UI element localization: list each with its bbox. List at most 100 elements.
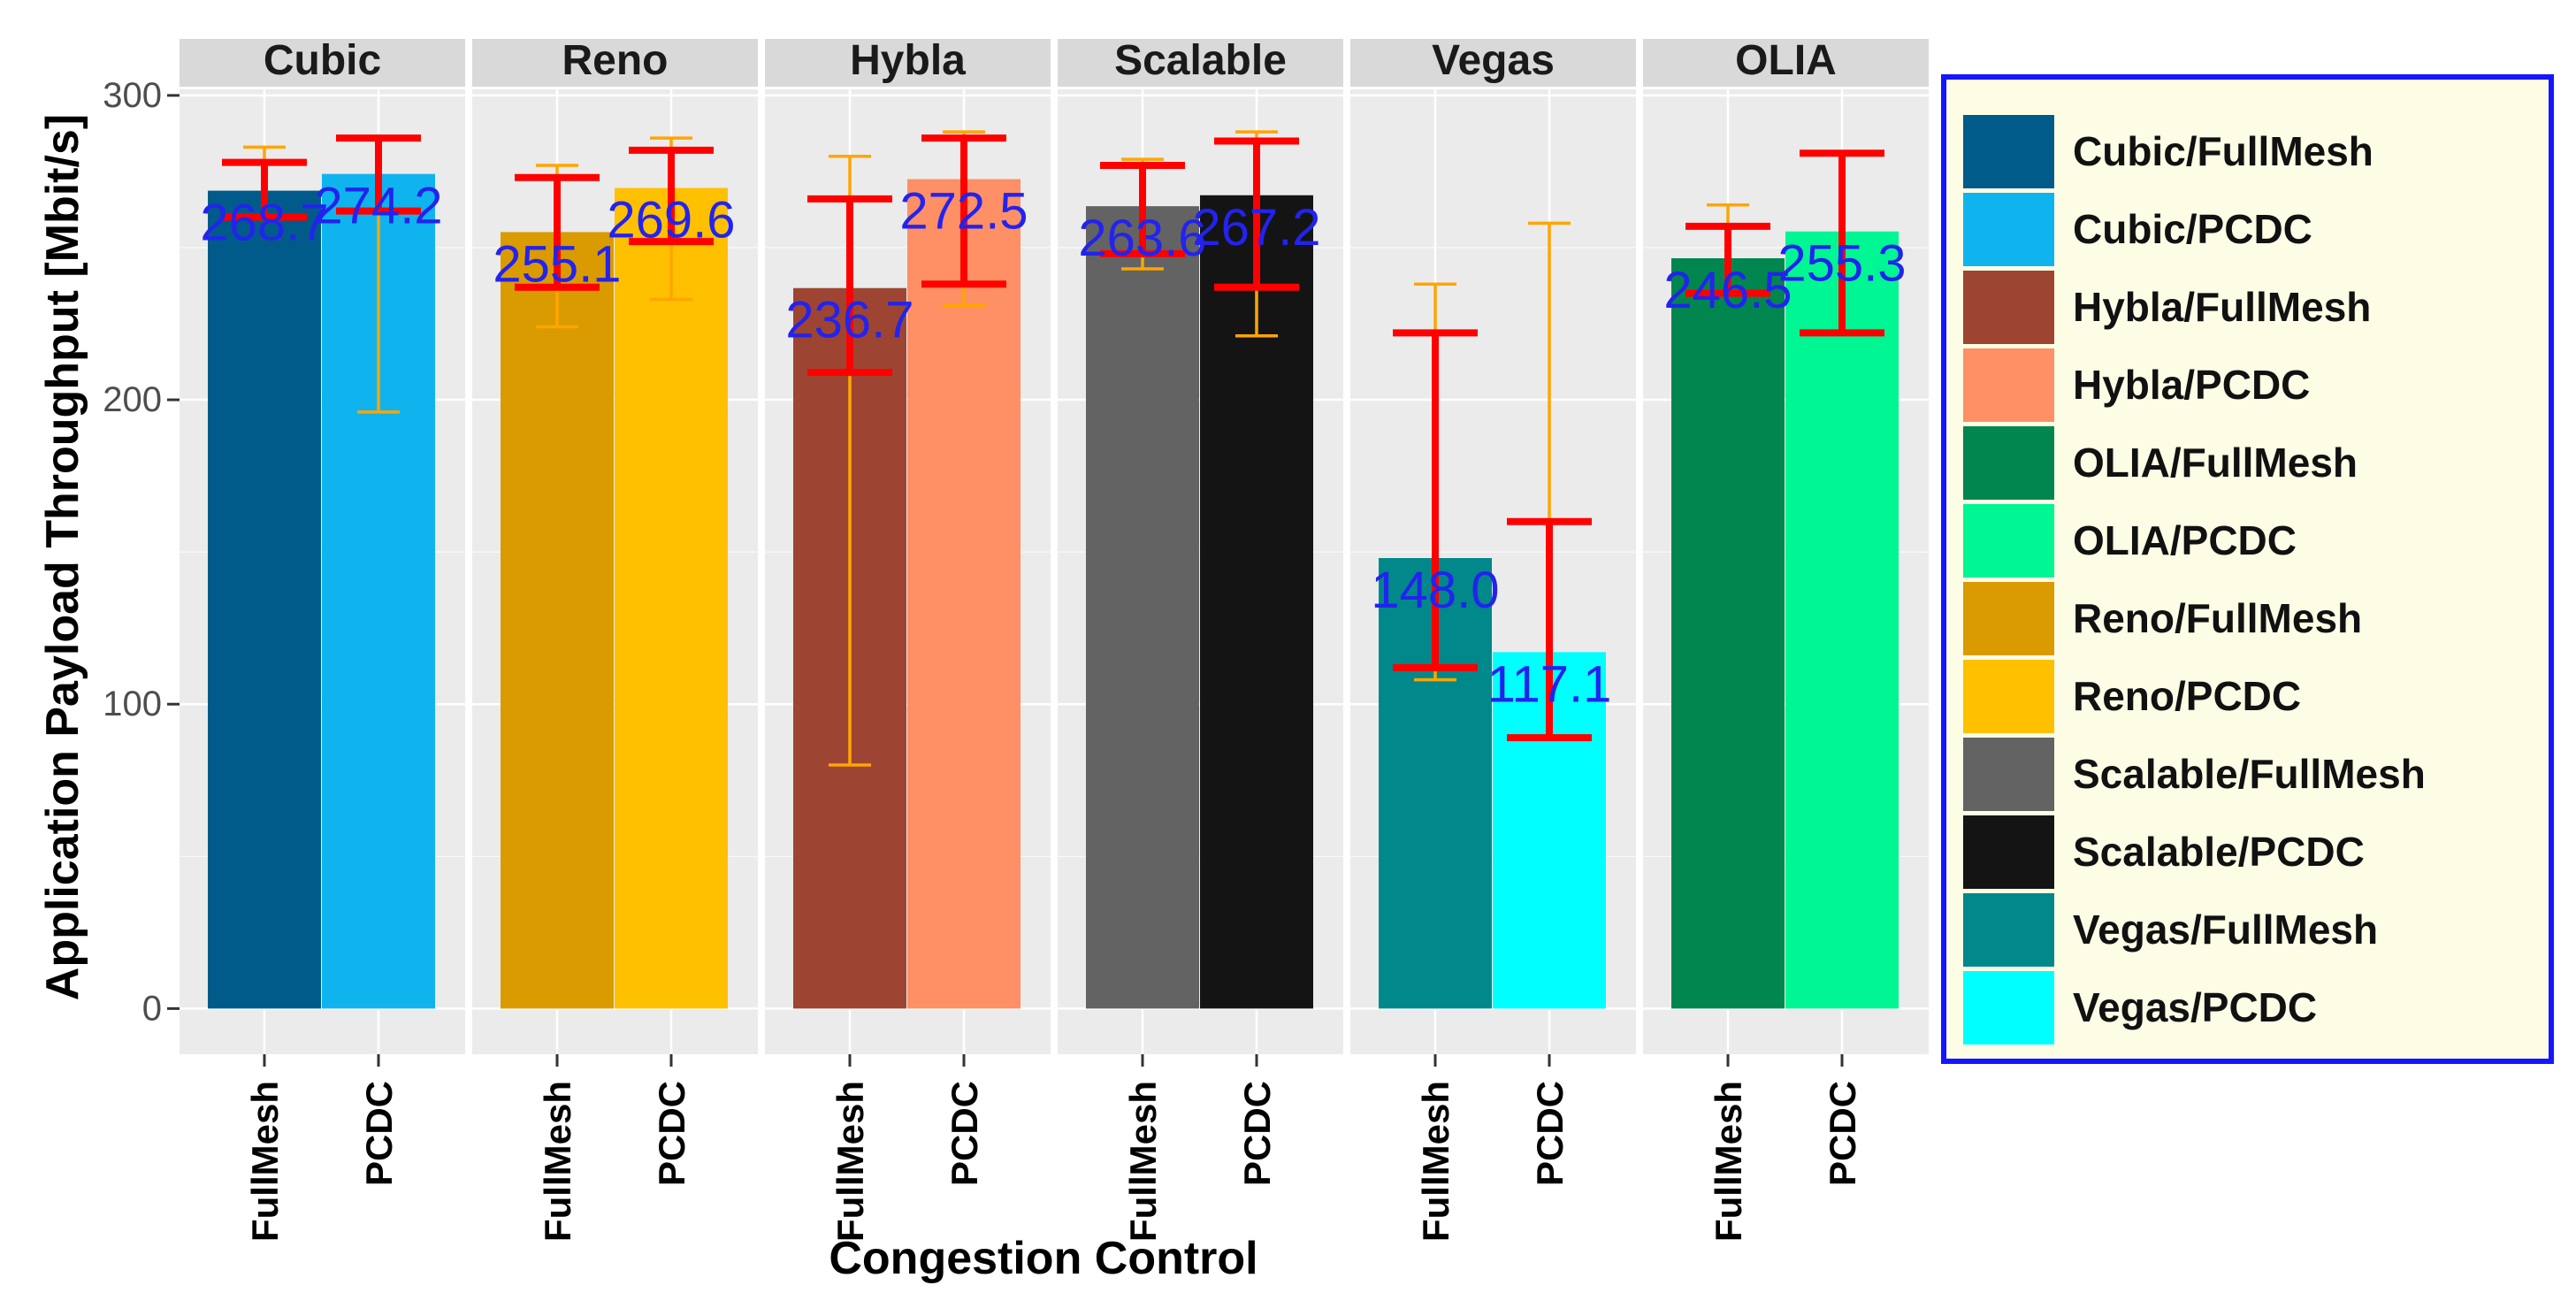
bar-value-label: 263.6 bbox=[1078, 210, 1206, 267]
x-tick-label: PCDC bbox=[358, 1081, 400, 1186]
error-bar-inner bbox=[336, 134, 421, 215]
bar-value-label: 274.2 bbox=[314, 178, 442, 235]
error-bar-inner bbox=[515, 173, 600, 291]
facet-strip-label: Hybla bbox=[850, 37, 966, 84]
legend-key bbox=[1963, 348, 2054, 422]
error-bar-inner bbox=[629, 146, 714, 246]
error-bar-inner bbox=[921, 134, 1006, 288]
legend-item: Reno/FullMesh bbox=[1963, 582, 2362, 655]
y-axis-title: Application Payload Throughput [Mbit/s] bbox=[37, 114, 88, 1000]
x-tick-label: FullMesh bbox=[1122, 1081, 1164, 1242]
legend-item: Cubic/FullMesh bbox=[1963, 115, 2373, 188]
x-tick-label: PCDC bbox=[651, 1081, 692, 1186]
legend-key bbox=[1963, 971, 2054, 1044]
x-tick-label: FullMesh bbox=[829, 1081, 871, 1242]
facet-strip bbox=[765, 39, 1051, 87]
legend-key bbox=[1963, 582, 2054, 655]
legend-key bbox=[1963, 893, 2054, 967]
error-bar-inner bbox=[1393, 329, 1478, 671]
x-tick-label: PCDC bbox=[1822, 1081, 1863, 1186]
legend-item: OLIA/FullMesh bbox=[1963, 426, 2358, 500]
facet-vegas: Vegas FullMesh PCDC bbox=[1350, 37, 1636, 1242]
facet-reno: Reno FullMesh PCDC bbox=[472, 37, 758, 1242]
legend-label: Cubic/PCDC bbox=[2073, 206, 2312, 252]
bar-reno-fullmesh bbox=[501, 232, 614, 1009]
legend-item: Reno/PCDC bbox=[1963, 660, 2301, 733]
bar-cubic-fullmesh bbox=[208, 190, 321, 1009]
bar-value-label: 268.7 bbox=[200, 195, 328, 252]
y-tick-label: 300 bbox=[103, 76, 162, 115]
error-bar-inner bbox=[1800, 149, 1884, 337]
legend: Cubic/FullMesh Cubic/PCDC Hybla/FullMesh Hy… bbox=[1941, 74, 2554, 1064]
error-bar-inner bbox=[807, 195, 892, 377]
legend-label: Reno/PCDC bbox=[2073, 673, 2301, 719]
x-axis-title: Congestion Control bbox=[829, 1233, 1257, 1284]
legend-label: Reno/FullMesh bbox=[2073, 595, 2362, 641]
legend-label: Vegas/FullMesh bbox=[2073, 907, 2378, 953]
y-tick-label: 100 bbox=[103, 685, 162, 723]
error-bar-inner bbox=[1507, 517, 1592, 742]
legend-key bbox=[1963, 193, 2054, 266]
bar-scalable-fullmesh bbox=[1086, 206, 1199, 1009]
legend-label: Cubic/FullMesh bbox=[2073, 128, 2373, 174]
legend-label: Vegas/PCDC bbox=[2073, 984, 2317, 1030]
legend-item: Vegas/PCDC bbox=[1963, 971, 2317, 1044]
bar-value-label: 272.5 bbox=[899, 183, 1028, 241]
x-tick-label: FullMesh bbox=[244, 1081, 286, 1242]
x-tick-label: PCDC bbox=[944, 1081, 985, 1186]
legend-item: OLIA/PCDC bbox=[1963, 504, 2297, 578]
facet-strip-label: OLIA bbox=[1735, 37, 1837, 84]
facet-strip-label: Reno bbox=[562, 37, 669, 84]
legend-key bbox=[1963, 738, 2054, 811]
legend-item: Vegas/FullMesh bbox=[1963, 893, 2378, 967]
facet-scalable: Scalable FullMesh PCDC bbox=[1058, 37, 1343, 1242]
legend-label: OLIA/FullMesh bbox=[2073, 440, 2358, 486]
y-tick-label: 200 bbox=[103, 380, 162, 419]
bar-value-label: 117.1 bbox=[1487, 655, 1612, 713]
legend-label: OLIA/PCDC bbox=[2073, 517, 2297, 563]
legend-key bbox=[1963, 660, 2054, 733]
bar-value-label: 236.7 bbox=[785, 292, 913, 349]
error-bar-inner bbox=[222, 158, 307, 221]
facet-strip-label: Vegas bbox=[1432, 37, 1555, 84]
x-tick-label: PCDC bbox=[1529, 1081, 1571, 1186]
legend-label: Scalable/FullMesh bbox=[2073, 751, 2426, 797]
legend-label: Scalable/PCDC bbox=[2073, 829, 2365, 875]
bar-hybla-pcdc bbox=[907, 179, 1020, 1009]
y-tick-label: 0 bbox=[142, 989, 162, 1028]
legend-key bbox=[1963, 115, 2054, 188]
legend-item: Scalable/FullMesh bbox=[1963, 738, 2426, 811]
facet-cubic: Cubic FullMesh PCDC bbox=[180, 37, 465, 1242]
facet-strip bbox=[180, 39, 465, 87]
facet-olia: OLIA FullMesh PCDC bbox=[1643, 37, 1929, 1242]
bar-olia-pcdc bbox=[1785, 231, 1899, 1009]
x-tick-label: FullMesh bbox=[537, 1081, 578, 1242]
error-bar-inner bbox=[1214, 137, 1299, 291]
legend-label: Hybla/PCDC bbox=[2073, 362, 2310, 408]
y-axis: 0 100 200 300 bbox=[103, 76, 180, 1028]
bar-olia-fullmesh bbox=[1671, 258, 1785, 1009]
facet-strip-label: Cubic bbox=[264, 37, 381, 84]
x-tick-label: FullMesh bbox=[1708, 1081, 1749, 1242]
bar-reno-pcdc bbox=[615, 187, 728, 1009]
x-tick-label: PCDC bbox=[1236, 1081, 1278, 1186]
facet-strip bbox=[1643, 39, 1929, 87]
facet-panels: Cubic FullMesh PCDC Reno FullMesh PCDC Hybla Fu… bbox=[180, 37, 1929, 1242]
facet-strip bbox=[472, 39, 758, 87]
legend-label: Hybla/FullMesh bbox=[2073, 284, 2371, 330]
bar-value-label: 148.0 bbox=[1371, 562, 1499, 619]
facet-strip bbox=[1350, 39, 1636, 87]
facet-strip bbox=[1058, 39, 1343, 87]
bar-value-label: 255.3 bbox=[1777, 235, 1906, 293]
error-bar-inner bbox=[1100, 162, 1185, 257]
error-bar-inner bbox=[1685, 222, 1770, 297]
bar-value-label: 269.6 bbox=[607, 192, 735, 249]
legend-item: Hybla/FullMesh bbox=[1963, 271, 2371, 344]
x-tick-label: FullMesh bbox=[1415, 1081, 1456, 1242]
legend-item: Hybla/PCDC bbox=[1963, 348, 2310, 422]
facet-hybla: Hybla FullMesh PCDC bbox=[765, 37, 1051, 1242]
legend-item: Cubic/PCDC bbox=[1963, 193, 2312, 266]
bar-value-label: 255.1 bbox=[493, 235, 621, 293]
legend-key bbox=[1963, 271, 2054, 344]
